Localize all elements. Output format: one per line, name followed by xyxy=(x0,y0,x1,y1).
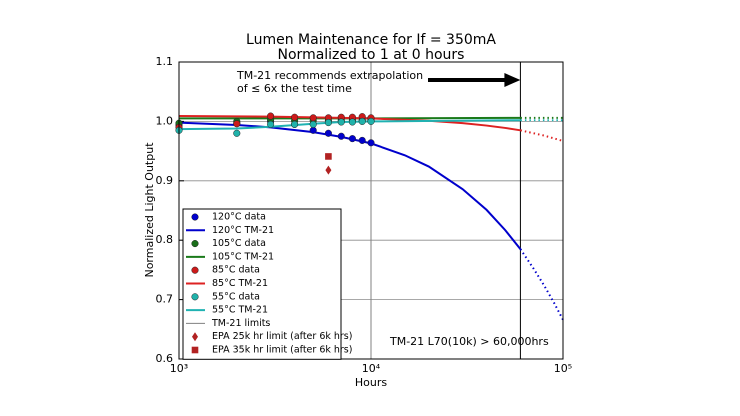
plot-area xyxy=(175,62,564,359)
marker-circle xyxy=(358,117,366,125)
marker-circle xyxy=(367,139,375,147)
x-tick-label: 10³ xyxy=(170,362,188,375)
marker-circle xyxy=(291,120,299,128)
x-tick-label: 10⁴ xyxy=(362,362,381,375)
marker-circle xyxy=(337,118,345,126)
marker-circle xyxy=(324,129,332,137)
legend-label: TM-21 limits xyxy=(211,318,270,329)
legend-label: 55°C data xyxy=(212,291,260,302)
y-tick-label: 0.9 xyxy=(156,174,174,187)
legend-label: 105°C TM-21 xyxy=(212,251,274,262)
annotation: TM-21 recommends extrapolation xyxy=(236,69,423,82)
marker-circle xyxy=(358,136,366,144)
y-tick-label: 1.0 xyxy=(156,114,174,127)
marker-circle xyxy=(267,120,275,128)
y-tick-label: 0.7 xyxy=(156,293,174,306)
marker-circle xyxy=(233,120,241,128)
legend-label: EPA 35k hr limit (after 6k hrs) xyxy=(212,345,352,356)
legend-label: 55°C TM-21 xyxy=(212,305,268,316)
marker-circle xyxy=(191,293,199,301)
plot-frame xyxy=(178,61,564,360)
marker-circle xyxy=(348,135,356,143)
marker-diamond xyxy=(325,165,332,175)
chart-subtitle: Normalized to 1 at 0 hours xyxy=(278,47,465,63)
legend-label: 85°C TM-21 xyxy=(212,278,268,289)
marker-circle xyxy=(191,266,199,274)
legend: 120°C data 120°C TM-21 105°C data 105°C TM-… xyxy=(182,208,352,360)
tm21-extrapolation xyxy=(519,248,564,321)
legend-label: 105°C data xyxy=(212,238,266,249)
legend-label: EPA 25k hr limit (after 6k hrs) xyxy=(212,331,352,342)
x-tick-label: 10⁵ xyxy=(554,362,572,375)
legend-label: 85°C data xyxy=(212,265,260,276)
marker-circle xyxy=(309,120,317,128)
annotation: TM-21 L70(10k) > 60,000hrs xyxy=(389,335,549,348)
marker-circle xyxy=(309,114,317,122)
marker-circle xyxy=(337,132,345,140)
y-tick-label: 0.8 xyxy=(156,233,174,246)
marker-circle xyxy=(348,118,356,126)
tm21-line xyxy=(178,115,521,132)
legend-label: 120°C data xyxy=(212,212,266,223)
marker-circle xyxy=(367,117,375,125)
marker-circle xyxy=(291,113,299,121)
marker-square xyxy=(325,153,332,160)
marker-square xyxy=(191,346,199,354)
arrow-head xyxy=(504,73,521,87)
y-tick-label: 0.6 xyxy=(156,352,174,365)
marker-circle xyxy=(191,240,199,248)
marker-circle xyxy=(233,129,241,137)
marker-diamond xyxy=(192,332,198,342)
y-tick-label: 1.1 xyxy=(156,55,174,68)
legend-label: 120°C TM-21 xyxy=(212,225,274,236)
marker-circle xyxy=(324,119,332,127)
chart-title: Lumen Maintenance for If = 350mA xyxy=(246,32,496,48)
y-axis-label: Normalized Light Output xyxy=(143,142,156,278)
marker-circle xyxy=(267,112,275,120)
marker-circle xyxy=(309,126,317,134)
marker-circle xyxy=(191,213,199,221)
x-axis-label: Hours xyxy=(355,376,387,389)
tm21-extrapolation xyxy=(520,129,564,142)
legend-box xyxy=(182,208,342,360)
annotation: of ≤ 6x the test time xyxy=(237,82,352,95)
